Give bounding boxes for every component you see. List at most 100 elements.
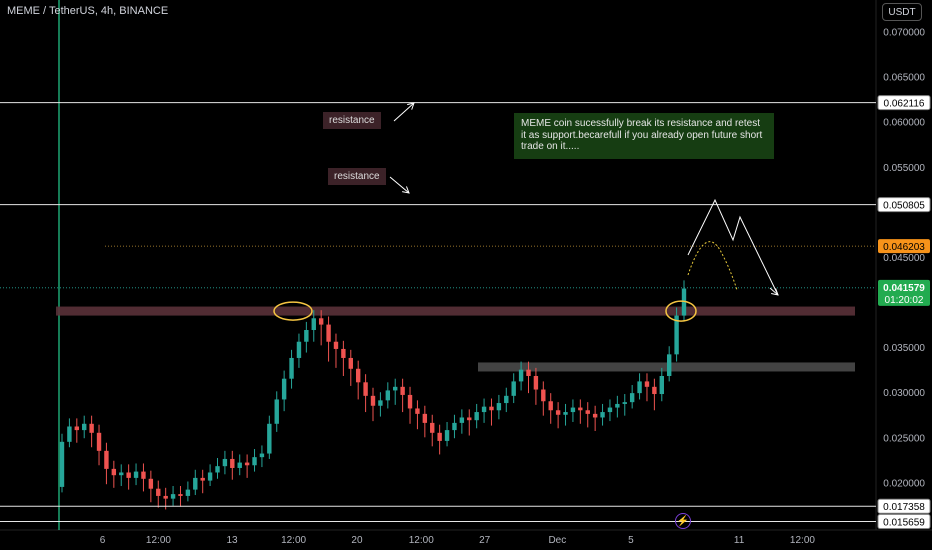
candle-body bbox=[355, 368, 361, 383]
candle-body bbox=[304, 330, 309, 342]
candle-body bbox=[430, 422, 435, 433]
candle-body bbox=[111, 468, 117, 476]
retest-ellipse-left bbox=[273, 301, 313, 321]
candle-body bbox=[170, 494, 176, 499]
candle-body bbox=[148, 478, 154, 489]
candle-body bbox=[237, 462, 242, 468]
level-price-tag bbox=[877, 197, 931, 213]
level-price-tag bbox=[877, 95, 931, 111]
candle-body bbox=[333, 341, 339, 349]
candle-body bbox=[615, 403, 620, 408]
x-tick-label: 6 bbox=[100, 535, 106, 546]
candle-body bbox=[585, 410, 590, 414]
candle-body bbox=[422, 413, 428, 423]
candle-body bbox=[163, 495, 168, 499]
y-tick-label: 0.030000 bbox=[883, 388, 925, 399]
resistance-label-upper: resistance bbox=[323, 112, 381, 129]
level-price-tag bbox=[877, 514, 931, 530]
candle-body bbox=[133, 471, 139, 478]
resistance-arrow-lower-head bbox=[402, 186, 410, 194]
candle-body bbox=[230, 458, 235, 468]
level-price-label: 0.046203 bbox=[883, 242, 925, 253]
resistance-arrow-upper-head bbox=[407, 102, 415, 110]
candle-body bbox=[467, 417, 472, 421]
candle-body bbox=[666, 354, 672, 376]
level-price-label: 0.050805 bbox=[883, 201, 925, 212]
x-tick-label: 12:00 bbox=[146, 535, 171, 546]
x-tick-label: 5 bbox=[628, 535, 634, 546]
candle-body bbox=[289, 357, 294, 379]
candle-body bbox=[281, 378, 287, 400]
candle-body bbox=[207, 472, 213, 481]
x-tick-label: 12:00 bbox=[281, 535, 306, 546]
candle-body bbox=[637, 381, 642, 394]
y-tick-label: 0.045000 bbox=[883, 253, 925, 264]
candle-body bbox=[400, 386, 405, 395]
candle-body bbox=[267, 423, 272, 454]
currency-unit-button[interactable]: USDT bbox=[882, 3, 922, 21]
projection-dotted-curve bbox=[687, 241, 738, 291]
level-price-tag bbox=[878, 239, 930, 254]
candle-body bbox=[74, 426, 80, 431]
candle-body bbox=[252, 457, 257, 466]
candle-body bbox=[370, 395, 376, 406]
y-tick-label: 0.065000 bbox=[883, 73, 925, 84]
candle-body bbox=[311, 318, 316, 331]
candle-body bbox=[533, 375, 539, 390]
candle-body bbox=[415, 408, 420, 414]
level-price-label: 0.062116 bbox=[884, 99, 925, 110]
y-tick-label: 0.035000 bbox=[883, 343, 925, 354]
candle-body bbox=[652, 386, 657, 395]
candle-body bbox=[259, 453, 265, 458]
candle-body bbox=[318, 318, 324, 325]
support-zone bbox=[56, 306, 855, 316]
projection-path bbox=[687, 198, 779, 296]
candle-body bbox=[244, 462, 250, 466]
candle-body bbox=[622, 402, 627, 404]
candle-body bbox=[444, 430, 450, 441]
candle-body bbox=[452, 422, 457, 431]
candle-body bbox=[96, 432, 102, 451]
candle-body bbox=[570, 407, 576, 413]
candle-body bbox=[496, 403, 502, 411]
candle-body bbox=[385, 390, 391, 401]
candle-body bbox=[578, 407, 583, 411]
candle-body bbox=[193, 477, 198, 490]
candle-body bbox=[518, 369, 524, 382]
x-tick-label: Dec bbox=[548, 535, 566, 546]
candle-body bbox=[348, 357, 353, 369]
retest-ellipse-right bbox=[665, 300, 697, 322]
x-tick-label: 12:00 bbox=[409, 535, 434, 546]
candle-body bbox=[474, 412, 479, 421]
level-price-tag bbox=[877, 498, 931, 514]
candle-body bbox=[341, 348, 346, 358]
candle-body bbox=[126, 472, 131, 478]
candle-body bbox=[526, 369, 531, 376]
candle-body bbox=[437, 432, 442, 441]
candle-body bbox=[156, 488, 161, 496]
y-tick-label: 0.025000 bbox=[883, 433, 925, 444]
candle-body bbox=[629, 393, 635, 403]
candle-body bbox=[600, 412, 605, 418]
y-tick-label: 0.020000 bbox=[883, 478, 925, 489]
x-tick-label: 20 bbox=[351, 535, 363, 546]
level-price-label: 0.015659 bbox=[883, 518, 925, 529]
x-tick-label: 13 bbox=[227, 535, 239, 546]
level-price-label: 0.017358 bbox=[883, 502, 925, 513]
last-price-label: 0.041579 bbox=[883, 283, 925, 294]
candle-body bbox=[378, 400, 383, 406]
candle-body bbox=[222, 458, 228, 467]
candle-body bbox=[363, 382, 368, 396]
symbol-header: MEME / TetherUS, 4h, BINANCE bbox=[7, 5, 169, 17]
candle-body bbox=[185, 489, 191, 496]
last-price-tag bbox=[878, 279, 930, 306]
projection-arrow-head bbox=[771, 288, 779, 296]
lightning-icon[interactable]: ⚡ bbox=[675, 513, 691, 529]
candle-body bbox=[511, 381, 516, 396]
resistance-label-lower: resistance bbox=[328, 168, 386, 185]
candle-body bbox=[104, 450, 109, 469]
candle-body bbox=[489, 406, 494, 411]
candle-body bbox=[563, 412, 568, 415]
last-price-countdown: 01:20:02 bbox=[885, 295, 924, 306]
